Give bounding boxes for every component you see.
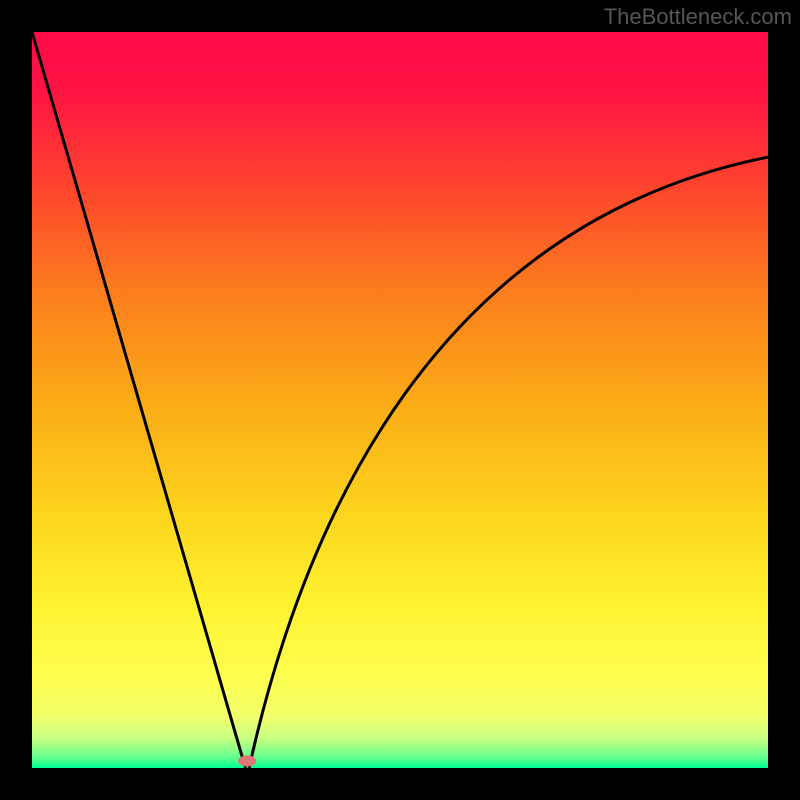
watermark-text: TheBottleneck.com bbox=[604, 4, 792, 30]
plot-frame-right bbox=[768, 0, 800, 800]
bottleneck-curve bbox=[32, 32, 768, 768]
plot-frame-bottom bbox=[0, 768, 800, 800]
optimal-point-marker bbox=[238, 755, 256, 766]
plot-frame-left bbox=[0, 0, 32, 800]
plot-area bbox=[32, 32, 768, 768]
bottleneck-curve-path bbox=[32, 32, 768, 768]
